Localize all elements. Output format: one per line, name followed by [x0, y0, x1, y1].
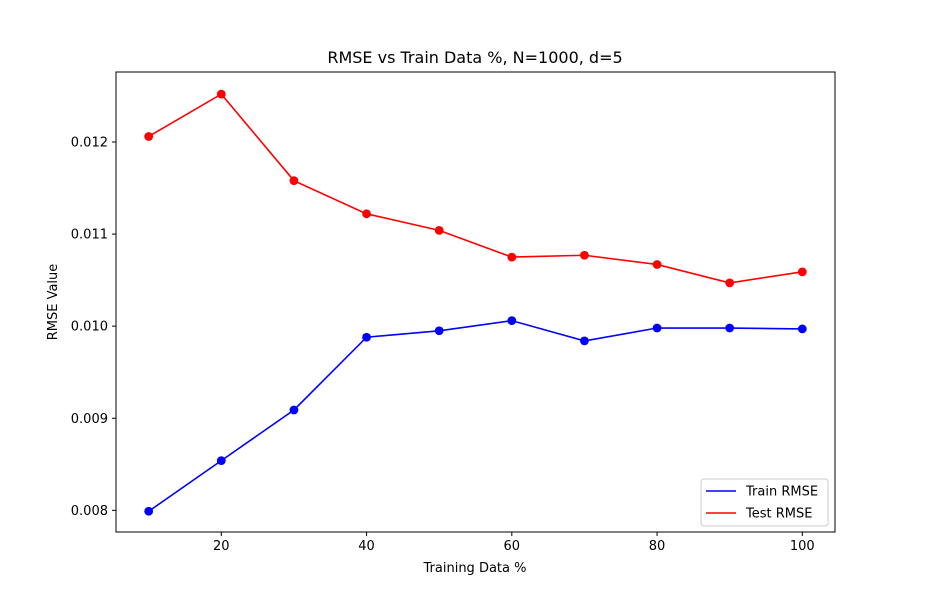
series-line-train-rmse [148, 319, 803, 512]
data-point-test-rmse [580, 250, 589, 260]
data-point-test-rmse [434, 225, 444, 235]
y-tick-label: 0.011 [71, 228, 108, 243]
data-point-train-rmse [797, 324, 807, 334]
series-layer [144, 89, 807, 516]
y-axis: 0.008 0.009 0.010 0.011 0.012 [71, 135, 116, 519]
y-tick-label: 0.009 [71, 412, 108, 427]
series-train-rmse [144, 316, 807, 516]
x-tick-label: 40 [358, 539, 375, 554]
x-tick-label: 60 [504, 539, 521, 554]
data-point-train-rmse [652, 323, 662, 333]
series-line-test-rmse [148, 93, 803, 284]
data-point-train-rmse [434, 326, 444, 336]
data-point-train-rmse [507, 316, 517, 326]
x-tick-label: 20 [213, 539, 230, 554]
data-point-train-rmse [216, 456, 226, 466]
x-tick-label: 100 [790, 539, 815, 554]
data-point-train-rmse [144, 506, 154, 516]
y-tick-label: 0.008 [71, 504, 108, 519]
plot-area-frame [115, 71, 836, 533]
data-point-test-rmse [362, 209, 371, 219]
y-tick-label: 0.010 [71, 320, 108, 335]
data-point-test-rmse [216, 89, 226, 99]
y-axis-label: RMSE Value [46, 264, 61, 341]
y-tick-label: 0.012 [71, 135, 108, 150]
x-axis-label: Training Data % [423, 561, 527, 576]
data-point-test-rmse [797, 267, 807, 277]
data-point-test-rmse [507, 252, 517, 262]
x-axis: 20 40 60 80 100 [213, 532, 815, 554]
data-point-train-rmse [725, 323, 735, 333]
data-point-train-rmse [580, 336, 589, 346]
legend: Train RMSE Test RMSE [700, 478, 829, 527]
data-point-test-rmse [144, 132, 154, 141]
chart-title: RMSE vs Train Data %, N=1000, d=5 [327, 48, 622, 67]
x-tick-label: 80 [649, 539, 666, 554]
legend-label-test-rmse: Test RMSE [745, 507, 812, 522]
data-point-test-rmse [725, 278, 735, 288]
series-test-rmse [144, 89, 807, 288]
data-point-train-rmse [362, 332, 371, 342]
data-point-test-rmse [652, 260, 662, 269]
data-point-train-rmse [289, 405, 299, 415]
legend-label-train-rmse: Train RMSE [745, 485, 818, 500]
data-point-test-rmse [289, 176, 299, 186]
